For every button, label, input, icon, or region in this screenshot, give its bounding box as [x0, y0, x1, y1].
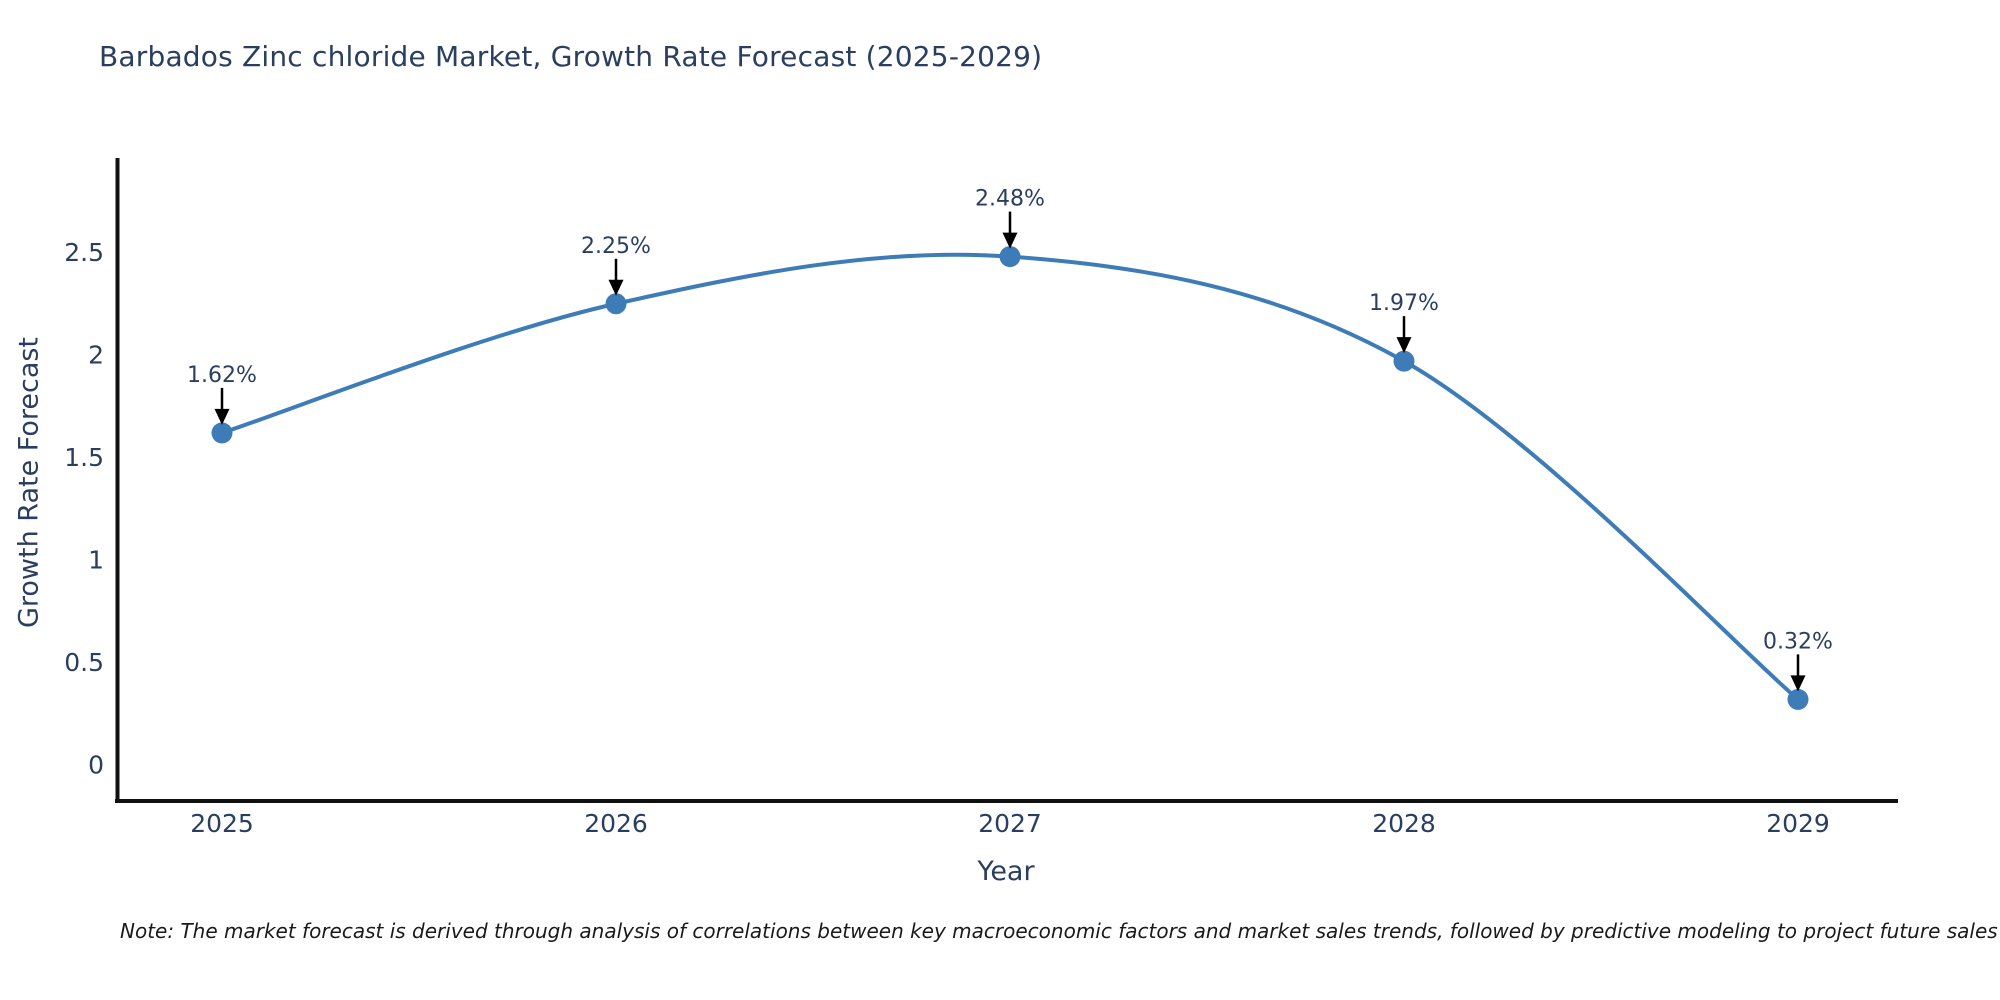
y-tick-label: 2 — [88, 341, 104, 370]
data-point-marker — [605, 293, 627, 315]
annotation-arrowhead-icon — [1002, 232, 1018, 249]
annotation-layer: 1.62% 2.25% 2.48% 1.97% 0.32% — [187, 187, 1833, 692]
annotation-arrowhead-icon — [1790, 675, 1806, 692]
data-point-marker — [1393, 350, 1415, 372]
y-tick-label: 0 — [88, 751, 104, 780]
annotation-arrowhead-icon — [1396, 337, 1412, 354]
data-point-value-label: 0.32% — [1763, 629, 1833, 654]
line-series-layer — [211, 246, 1809, 710]
data-point-value-label: 2.48% — [975, 187, 1045, 212]
data-point-value-label: 1.97% — [1369, 291, 1439, 316]
ticks-layer: 0 0.5 1 1.5 2 2.5 2025 2026 2027 2028 2029 — [64, 238, 1830, 838]
data-point-value-label: 2.25% — [581, 234, 651, 259]
data-point-value-label: 1.62% — [187, 363, 257, 388]
x-tick-label: 2026 — [584, 809, 648, 838]
y-axis-title: Growth Rate Forecast — [13, 336, 45, 629]
axes-layer — [115, 158, 1898, 803]
y-tick-label: 1.5 — [64, 443, 104, 472]
data-point-marker — [1787, 688, 1809, 710]
annotation-arrowhead-icon — [608, 279, 624, 296]
x-tick-label: 2029 — [1766, 809, 1830, 838]
x-tick-label: 2025 — [190, 809, 254, 838]
x-tick-label: 2027 — [978, 809, 1042, 838]
x-tick-label: 2028 — [1372, 809, 1436, 838]
x-axis-title: Year — [977, 856, 1035, 887]
chart-title: Barbados Zinc chloride Market, Growth Ra… — [99, 40, 1043, 73]
data-point-marker — [999, 246, 1021, 268]
data-point-marker — [211, 422, 233, 444]
chart-footnote: Note: The market forecast is derived thr… — [120, 919, 1998, 943]
trend-line — [220, 252, 1800, 702]
y-tick-label: 0.5 — [64, 648, 104, 677]
annotation-arrowhead-icon — [214, 408, 230, 425]
y-tick-label: 1 — [88, 546, 104, 575]
y-tick-label: 2.5 — [64, 238, 104, 267]
